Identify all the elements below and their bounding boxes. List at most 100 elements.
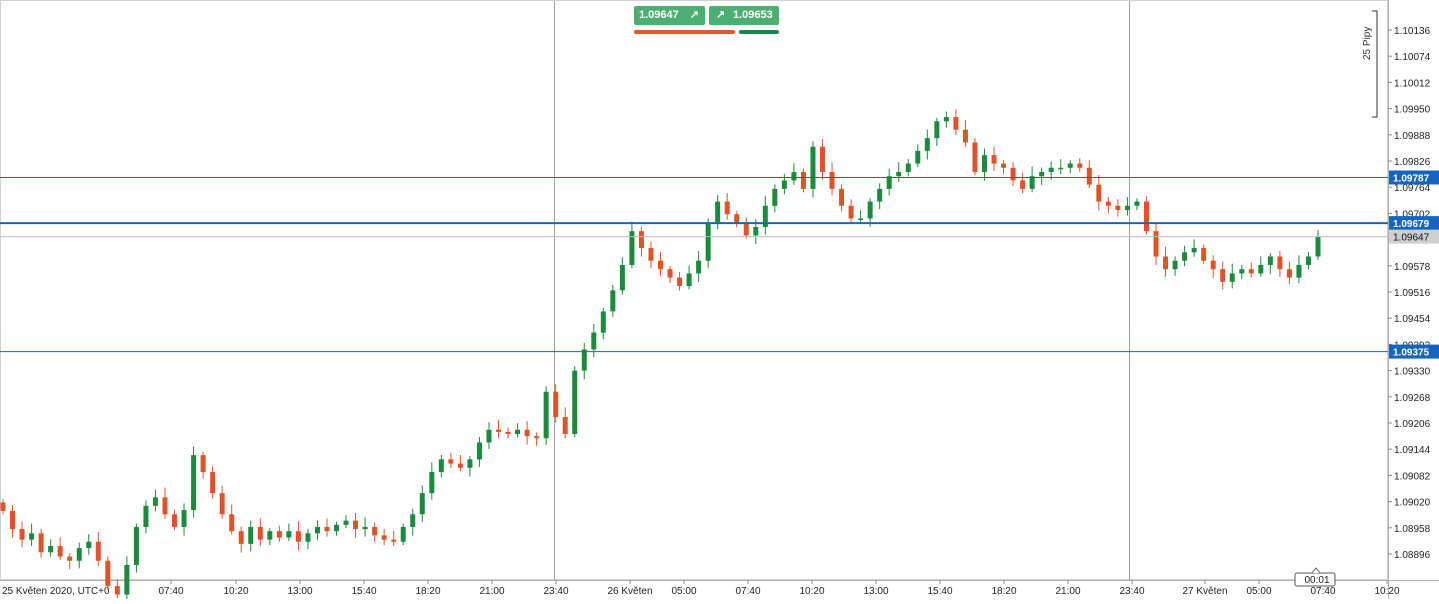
candle-down bbox=[819, 146, 825, 172]
candle-down bbox=[219, 493, 225, 515]
x-tick-label: 15:40 bbox=[351, 586, 376, 597]
level-price-label: 1.09787 bbox=[1393, 173, 1430, 184]
candle-up bbox=[886, 176, 892, 189]
current-price-label: 1.09647 bbox=[1393, 233, 1430, 244]
y-tick-label: 1.09206 bbox=[1394, 419, 1431, 430]
time-cursor-label: 00:01 bbox=[1304, 575, 1329, 586]
candle-down bbox=[457, 463, 463, 468]
candle-down bbox=[972, 142, 978, 172]
candle-up bbox=[1229, 273, 1235, 282]
candle-up bbox=[1315, 236, 1321, 257]
x-tick-label: 23:40 bbox=[543, 586, 568, 597]
candle-down bbox=[743, 222, 749, 236]
candle-up bbox=[314, 526, 320, 534]
candle-down bbox=[638, 231, 644, 249]
x-tick-label: 25 Květen 2020, UTC+0 bbox=[2, 586, 110, 597]
x-tick-label: 21:00 bbox=[1055, 586, 1080, 597]
candle-down bbox=[1277, 256, 1283, 270]
y-tick-label: 1.09020 bbox=[1394, 498, 1431, 509]
candle-up bbox=[1134, 201, 1140, 206]
candle-up bbox=[753, 226, 759, 236]
candle-down bbox=[1201, 248, 1207, 261]
x-tick-label: 13:00 bbox=[287, 586, 312, 597]
candle-down bbox=[505, 431, 511, 434]
candle-down bbox=[1020, 180, 1026, 189]
y-tick-label: 1.09454 bbox=[1394, 314, 1431, 325]
candle-down bbox=[10, 510, 16, 530]
candle-down bbox=[724, 201, 730, 215]
candle-up bbox=[1296, 264, 1302, 278]
candle-up bbox=[1267, 256, 1273, 265]
candle-up bbox=[629, 231, 635, 265]
candle-down bbox=[1143, 201, 1149, 232]
candle-up bbox=[143, 505, 149, 527]
candle-down bbox=[800, 171, 806, 189]
y-tick-label: 1.10074 bbox=[1394, 52, 1431, 63]
x-tick-label: 05:00 bbox=[671, 586, 696, 597]
candle-down bbox=[991, 155, 997, 164]
y-tick-label: 1.09268 bbox=[1394, 393, 1431, 404]
x-tick-label: 07:40 bbox=[158, 586, 183, 597]
candle-up bbox=[610, 290, 616, 312]
candle-up bbox=[1058, 167, 1064, 170]
candle-up bbox=[981, 155, 987, 172]
candle-up bbox=[781, 180, 787, 189]
candle-up bbox=[438, 459, 444, 473]
x-tick-label: 05:00 bbox=[1246, 586, 1271, 597]
buy-price-button[interactable]: ↗ 1.09653 bbox=[709, 6, 779, 25]
candle-up bbox=[762, 205, 768, 227]
candle-up bbox=[1048, 167, 1054, 172]
level-price-tag bbox=[1389, 216, 1439, 231]
candle-down bbox=[324, 526, 330, 532]
candle-up bbox=[705, 222, 711, 261]
candle-down bbox=[38, 533, 44, 553]
candle-down bbox=[95, 541, 101, 561]
candle-down bbox=[648, 248, 654, 261]
candle-up bbox=[334, 524, 340, 532]
y-tick-label: 1.10012 bbox=[1394, 78, 1431, 89]
candle-up bbox=[715, 201, 721, 223]
candle-up bbox=[1172, 260, 1178, 270]
candle-down bbox=[19, 529, 25, 540]
candle-up bbox=[581, 349, 587, 371]
bid-price: 1.09647 bbox=[639, 9, 679, 21]
scale-bracket bbox=[1372, 10, 1378, 118]
candle-down bbox=[839, 188, 845, 206]
candle-up bbox=[867, 201, 873, 219]
candle-up bbox=[858, 218, 864, 220]
candle-down bbox=[353, 520, 359, 530]
sell-price-button[interactable]: 1.09647 ↗ bbox=[634, 6, 705, 25]
x-tick-label: 18:20 bbox=[415, 586, 440, 597]
candle-up bbox=[486, 429, 492, 443]
candle-up bbox=[772, 188, 778, 206]
candle-down bbox=[1248, 269, 1254, 274]
candle-up bbox=[419, 493, 425, 515]
candle-down bbox=[658, 260, 663, 270]
candle-up bbox=[191, 455, 197, 511]
time-cursor-pointer bbox=[1311, 567, 1321, 574]
candle-up bbox=[133, 526, 139, 565]
candle-up bbox=[181, 510, 187, 527]
candle-up bbox=[905, 163, 911, 172]
level-price-label: 1.09679 bbox=[1393, 219, 1430, 230]
candle-up bbox=[29, 533, 35, 540]
candle-down bbox=[372, 526, 378, 536]
x-tick-label: 10:20 bbox=[223, 586, 248, 597]
candle-up bbox=[1258, 264, 1264, 274]
sell-volume-bar bbox=[634, 30, 735, 34]
candle-up bbox=[1039, 171, 1045, 177]
candle-up bbox=[362, 526, 368, 530]
candle-down bbox=[667, 269, 673, 278]
candle-down bbox=[0, 502, 6, 511]
candle-up bbox=[934, 121, 940, 139]
candle-down bbox=[524, 429, 530, 437]
candle-up bbox=[305, 533, 311, 542]
candle-up bbox=[86, 541, 92, 549]
candle-down bbox=[734, 214, 740, 223]
x-tick-label: 26 Květen bbox=[607, 586, 652, 597]
y-tick-label: 1.09578 bbox=[1394, 262, 1431, 273]
y-tick-label: 1.09330 bbox=[1394, 367, 1431, 378]
y-tick-label: 1.09826 bbox=[1394, 157, 1431, 168]
